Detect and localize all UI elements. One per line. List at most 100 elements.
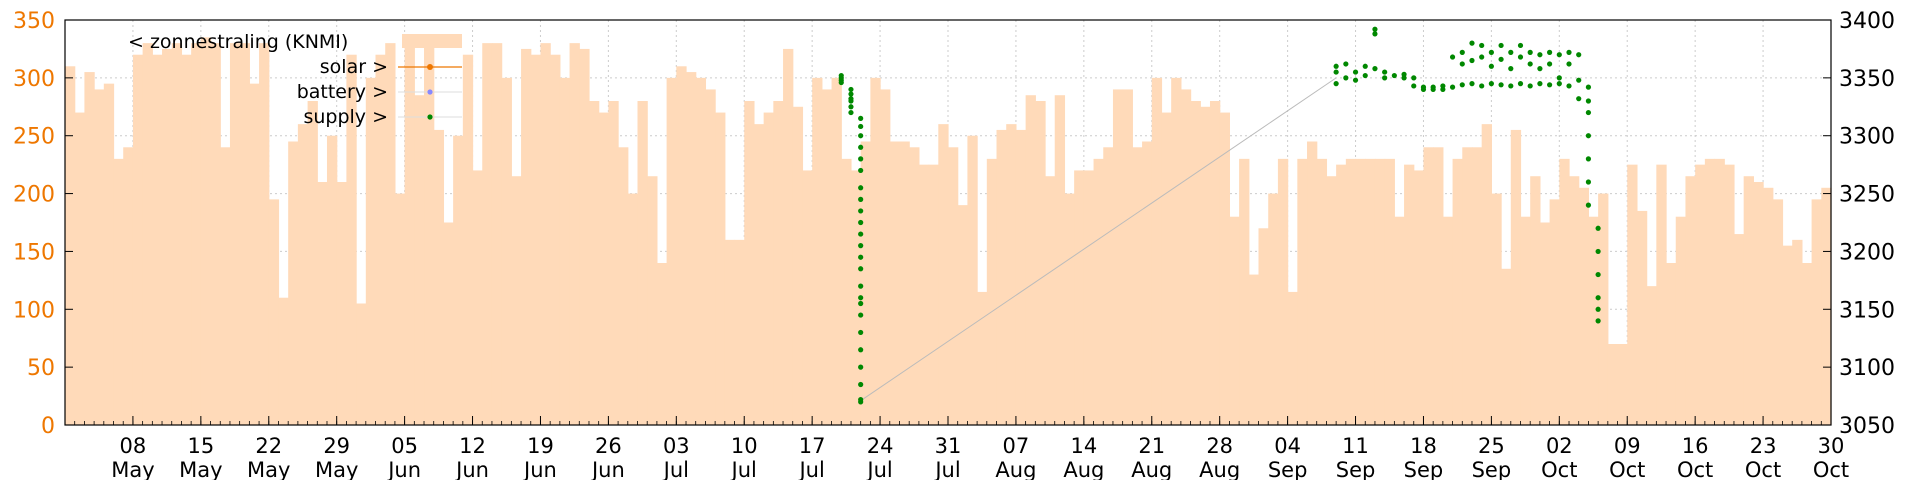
- supply-point: [1527, 61, 1533, 67]
- supply-point: [1566, 49, 1572, 56]
- supply-point: [1333, 81, 1339, 87]
- zonnestraling-bar: [200, 37, 212, 425]
- supply-point: [848, 104, 854, 110]
- x-tick-label-day: 09: [1614, 434, 1641, 458]
- supply-point: [858, 115, 864, 121]
- zonnestraling-bar: [850, 170, 862, 425]
- zonnestraling-bar: [909, 147, 920, 426]
- zonnestraling-bar: [84, 72, 95, 426]
- zonnestraling-bar: [1433, 147, 1444, 426]
- zonnestraling-bar: [1607, 344, 1619, 425]
- zonnestraling-bar: [268, 199, 280, 425]
- supply-point: [1498, 56, 1504, 62]
- supply-point: [858, 300, 864, 307]
- zonnestraling-bar: [375, 54, 386, 425]
- zonnestraling-bar: [462, 54, 474, 425]
- zonnestraling-bar: [1074, 170, 1085, 425]
- zonnestraling-bar: [1132, 147, 1143, 426]
- zonnestraling-bar: [74, 112, 86, 426]
- supply-point: [858, 329, 864, 336]
- zonnestraling-bar: [1471, 147, 1483, 426]
- supply-point: [858, 144, 864, 150]
- zonnestraling-bar: [928, 164, 939, 425]
- zonnestraling-bar: [1006, 124, 1017, 426]
- supply-point: [858, 208, 864, 214]
- zonnestraling-bar: [918, 164, 930, 425]
- zonnestraling-bar: [443, 222, 454, 425]
- zonnestraling-bar: [336, 182, 347, 425]
- y-left-tick-label: 50: [27, 356, 55, 381]
- y-left-tick-label: 300: [13, 67, 55, 92]
- supply-point: [1411, 75, 1417, 81]
- x-tick-label-month: May: [247, 458, 290, 480]
- zonnestraling-bar: [1035, 101, 1046, 425]
- x-tick-label-month: Sep: [1404, 458, 1444, 480]
- zonnestraling-bar: [1268, 193, 1279, 425]
- supply-point: [1527, 49, 1533, 56]
- zonnestraling-bar: [724, 239, 736, 425]
- x-tick-label-month: May: [111, 458, 154, 480]
- supply-point: [1430, 86, 1436, 93]
- zonnestraling-bar: [65, 66, 76, 426]
- supply-point: [1449, 54, 1456, 60]
- supply-point: [1352, 69, 1359, 75]
- zonnestraling-bar: [326, 135, 338, 425]
- zonnestraling-bar: [1219, 112, 1230, 426]
- zonnestraling-bar: [1462, 147, 1473, 426]
- supply-point: [858, 381, 864, 388]
- supply-point: [858, 185, 864, 191]
- supply-connector: [860, 77, 1337, 402]
- supply-point: [1556, 75, 1562, 81]
- zonnestraling-bar: [259, 43, 270, 426]
- x-tick-label-month: Jul: [797, 458, 824, 480]
- y-left-tick-label: 100: [13, 298, 55, 323]
- supply-connector-line: [860, 77, 1337, 402]
- supply-point: [1585, 84, 1592, 90]
- supply-point: [1382, 69, 1388, 75]
- legend-label-battery: battery >: [297, 81, 388, 103]
- supply-point: [1362, 63, 1368, 69]
- zonnestraling-bar: [540, 43, 551, 426]
- zonnestraling-bar: [1782, 245, 1793, 425]
- supply-point: [858, 196, 864, 202]
- x-tick-label-month: Aug: [995, 458, 1036, 480]
- zonnestraling-bar: [1569, 176, 1580, 425]
- supply-point: [1556, 52, 1562, 58]
- y-right-tick-label: 3250: [1839, 183, 1895, 208]
- zonnestraling-bar: [618, 147, 629, 426]
- zonnestraling-bar: [1122, 89, 1133, 425]
- supply-point: [1469, 57, 1475, 64]
- supply-point: [1508, 66, 1514, 72]
- supply-point: [848, 91, 854, 97]
- supply-point: [1537, 66, 1543, 72]
- y-right-tick-label: 3100: [1839, 356, 1895, 381]
- x-tick-label-month: May: [179, 458, 222, 480]
- zonnestraling-bar: [249, 83, 260, 426]
- zonnestraling-bar: [1093, 158, 1104, 425]
- x-tick-label-month: Jul: [933, 458, 960, 480]
- zonnestraling-bar: [1559, 158, 1570, 425]
- zonnestraling-bar: [1792, 239, 1803, 425]
- y-left-tick-label: 350: [13, 9, 55, 34]
- zonnestraling-bar: [1811, 199, 1822, 425]
- zonnestraling-bar: [1112, 89, 1124, 425]
- zonnestraling-bar: [588, 101, 600, 425]
- zonnestraling-bar: [356, 303, 367, 425]
- zonnestraling-bar: [763, 112, 774, 426]
- zonnestraling-bar: [1336, 164, 1347, 425]
- supply-point: [1440, 86, 1446, 93]
- zonnestraling-bar: [1753, 182, 1764, 425]
- zonnestraling-bar: [1772, 199, 1784, 425]
- x-tick-label-month: Jun: [454, 458, 489, 480]
- x-tick-label-month: Sep: [1472, 458, 1512, 480]
- zonnestraling-bar: [1239, 158, 1250, 425]
- zonnestraling-bar: [1316, 158, 1328, 425]
- zonnestraling-bar: [792, 106, 804, 426]
- y-left-tick-label: 0: [41, 414, 55, 439]
- x-tick-label-day: 14: [1070, 434, 1097, 458]
- supply-point: [1585, 202, 1592, 208]
- x-tick-label-month: Sep: [1336, 458, 1376, 480]
- zonnestraling-bar: [113, 158, 124, 425]
- zonnestraling-bar: [1413, 170, 1425, 425]
